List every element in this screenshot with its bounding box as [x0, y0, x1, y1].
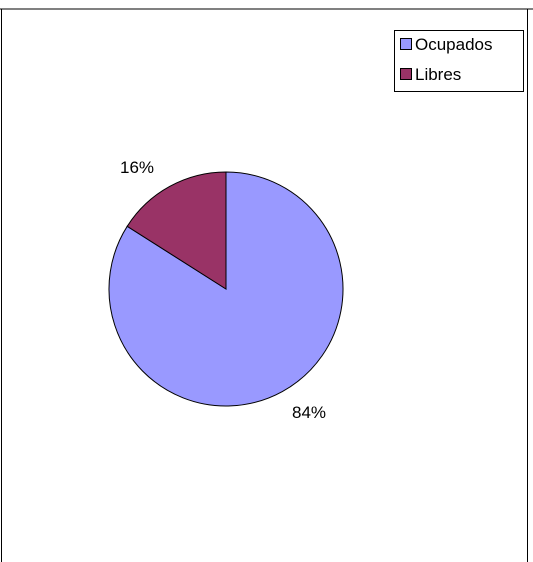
legend-label-libres: Libres [415, 65, 461, 84]
legend-swatch-libres [400, 68, 412, 80]
pie [108, 171, 344, 407]
data-label-libres: 16% [120, 158, 154, 177]
legend: Ocupados Libres [394, 30, 524, 92]
legend-label-ocupados: Ocupados [415, 35, 493, 54]
data-label-ocupados: 84% [292, 403, 326, 422]
pie-slice-libres [126, 171, 227, 290]
legend-swatch-ocupados [400, 38, 412, 50]
legend-box [394, 30, 524, 92]
